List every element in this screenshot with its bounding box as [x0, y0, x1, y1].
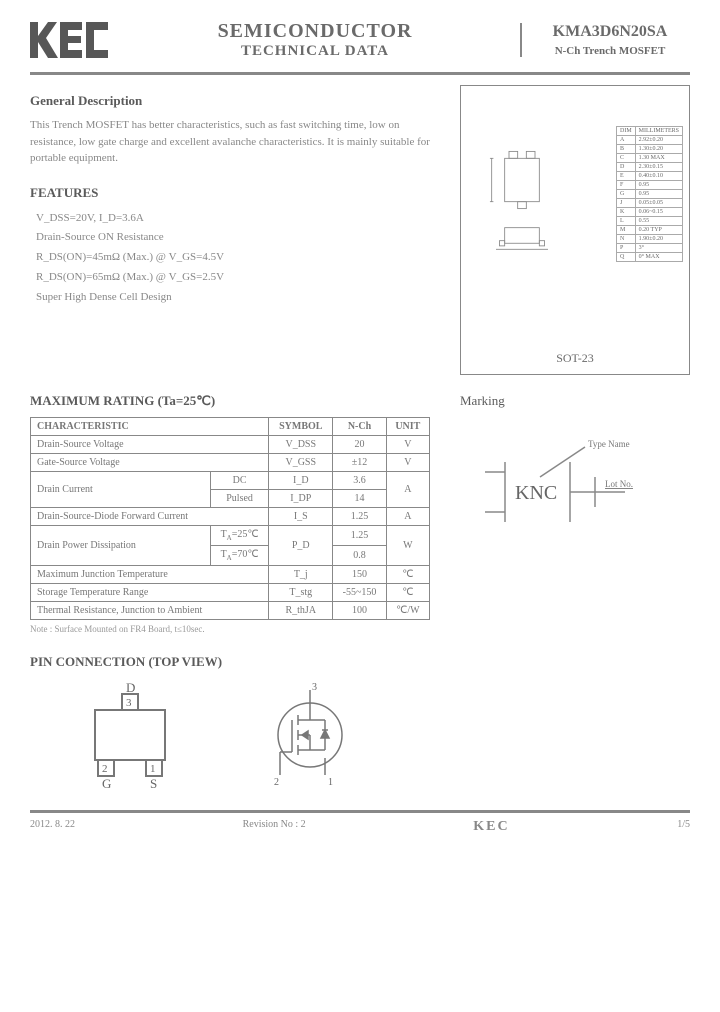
title-line2: TECHNICAL DATA [125, 43, 505, 60]
rating-row: MAXIMUM RATING (Ta=25℃) CHARACTERISTIC S… [30, 385, 690, 634]
footer-rev: Revision No : 2 [243, 819, 306, 835]
title-right: KMA3D6N20SA N-Ch Trench MOSFET [520, 23, 690, 57]
feature-item: V_DSS=20V, I_D=3.6A [36, 209, 448, 229]
package-outline-box: DIMMILLIMETERS A2.92±0.20 B1.30±0.20 C1.… [460, 85, 690, 375]
part-number: KMA3D6N20SA [530, 23, 690, 41]
svg-text:1: 1 [150, 763, 156, 775]
rating-block: MAXIMUM RATING (Ta=25℃) CHARACTERISTIC S… [30, 385, 430, 634]
package-label: SOT-23 [556, 351, 594, 366]
features-list: V_DSS=20V, I_D=3.6A Drain-Source ON Resi… [30, 209, 448, 308]
feature-item: R_DS(ON)=45mΩ (Max.) @ V_GS=4.5V [36, 248, 448, 268]
marking-block: Marking KNC Type Name Lot No. [450, 385, 690, 634]
th-unit: UNIT [386, 418, 429, 436]
title-line1: SEMICONDUCTOR [125, 20, 505, 43]
marking-code: KNC [515, 482, 557, 504]
logo [30, 22, 110, 58]
max-rating-heading: MAXIMUM RATING (Ta=25℃) [30, 393, 430, 409]
features-heading: FEATURES [30, 185, 448, 201]
svg-text:3: 3 [126, 697, 132, 709]
dim-th: MILLIMETERS [635, 127, 682, 136]
general-desc-heading: General Description [30, 93, 448, 109]
footer-brand: KEC [473, 819, 509, 835]
title-center: SEMICONDUCTOR TECHNICAL DATA [125, 20, 505, 60]
header-divider [30, 72, 690, 75]
svg-text:S: S [150, 776, 157, 790]
feature-item: Drain-Source ON Resistance [36, 228, 448, 248]
rating-note: Note : Surface Mounted on FR4 Board, t≤1… [30, 624, 430, 634]
marking-heading: Marking [460, 393, 690, 409]
svg-text:2: 2 [102, 763, 108, 775]
footer-date: 2012. 8. 22 [30, 819, 75, 835]
general-desc-text: This Trench MOSFET has better characteri… [30, 117, 448, 167]
th-char: CHARACTERISTIC [31, 418, 269, 436]
svg-text:3: 3 [312, 682, 317, 693]
svg-text:D: D [126, 680, 135, 695]
pin-top-view: D 3 2 1 G S [70, 680, 190, 790]
part-subtitle: N-Ch Trench MOSFET [530, 45, 690, 57]
svg-text:G: G [102, 776, 111, 790]
max-rating-table: CHARACTERISTIC SYMBOL N-Ch UNIT Drain-So… [30, 417, 430, 620]
svg-text:1: 1 [328, 777, 333, 788]
footer-page: 1/5 [677, 819, 690, 835]
pin-schematic: 3 2 1 [250, 680, 370, 790]
marking-type-label: Type Name [588, 439, 630, 449]
package-column: DIMMILLIMETERS A2.92±0.20 B1.30±0.20 C1.… [460, 85, 690, 375]
dim-th: DIM [616, 127, 635, 136]
feature-item: R_DS(ON)=65mΩ (Max.) @ V_GS=2.5V [36, 268, 448, 288]
header: SEMICONDUCTOR TECHNICAL DATA KMA3D6N20SA… [30, 20, 690, 68]
package-drawing [481, 141, 576, 271]
th-sym: SYMBOL [269, 418, 333, 436]
th-val: N-Ch [333, 418, 386, 436]
pin-connection-section: PIN CONNECTION (TOP VIEW) D 3 2 1 G S [30, 654, 690, 790]
footer: 2012. 8. 22 Revision No : 2 KEC 1/5 [30, 810, 690, 835]
marking-diagram: KNC Type Name Lot No. [460, 437, 660, 537]
dimension-table: DIMMILLIMETERS A2.92±0.20 B1.30±0.20 C1.… [616, 126, 683, 262]
pin-diagrams: D 3 2 1 G S [30, 680, 690, 790]
feature-item: Super High Dense Cell Design [36, 288, 448, 308]
svg-text:2: 2 [274, 777, 279, 788]
top-content-row: General Description This Trench MOSFET h… [30, 85, 690, 375]
marking-lot-label: Lot No. [605, 479, 633, 489]
description-column: General Description This Trench MOSFET h… [30, 85, 448, 375]
pin-heading: PIN CONNECTION (TOP VIEW) [30, 654, 690, 670]
